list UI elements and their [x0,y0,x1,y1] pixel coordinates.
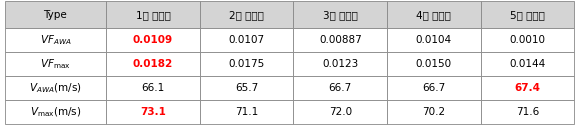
Text: $V_{AWA}$(m/s): $V_{AWA}$(m/s) [29,81,82,95]
Text: 0.0175: 0.0175 [229,59,265,69]
Text: 0.0107: 0.0107 [229,35,265,45]
Text: 0.0144: 0.0144 [510,59,545,69]
Text: 5번 케이스: 5번 케이스 [510,10,545,20]
Text: 70.2: 70.2 [422,107,445,117]
Text: 72.0: 72.0 [329,107,352,117]
Text: 66.7: 66.7 [329,83,352,93]
Bar [5,76,106,100]
Bar [106,28,200,52]
Bar [387,76,481,100]
Text: 0.0010: 0.0010 [510,35,545,45]
Bar [387,52,481,76]
Bar [294,52,387,76]
Text: 66.1: 66.1 [141,83,164,93]
Text: 0.0123: 0.0123 [322,59,358,69]
Text: $V_{\mathrm{max}}$(m/s): $V_{\mathrm{max}}$(m/s) [30,105,81,119]
Text: 71.1: 71.1 [235,107,258,117]
Text: 0.0182: 0.0182 [133,59,173,69]
Bar [200,28,294,52]
Bar [106,1,200,28]
Bar [294,76,387,100]
Bar [294,100,387,124]
Text: $VF_{AWA}$: $VF_{AWA}$ [39,33,71,47]
Text: 0.0104: 0.0104 [416,35,452,45]
Bar [106,76,200,100]
Bar [106,100,200,124]
Bar [387,28,481,52]
Text: 0.0109: 0.0109 [133,35,173,45]
Text: 65.7: 65.7 [235,83,258,93]
Text: 4번 케이스: 4번 케이스 [416,10,452,20]
Text: 73.1: 73.1 [140,107,166,117]
Text: 3번 케이스: 3번 케이스 [323,10,358,20]
Bar [5,100,106,124]
Bar [5,28,106,52]
Text: 0.00887: 0.00887 [319,35,362,45]
Bar [481,1,574,28]
Bar [200,76,294,100]
Text: 0.0150: 0.0150 [416,59,452,69]
Text: 2번 케이스: 2번 케이스 [229,10,264,20]
Bar [5,52,106,76]
Text: $VF_{\mathrm{max}}$: $VF_{\mathrm{max}}$ [40,57,71,71]
Bar [387,1,481,28]
Bar [200,52,294,76]
Bar [387,100,481,124]
Bar [481,28,574,52]
Bar [481,76,574,100]
Bar [481,100,574,124]
Text: Type: Type [43,10,67,20]
Bar [294,1,387,28]
Bar [294,28,387,52]
Bar [5,1,106,28]
Text: 66.7: 66.7 [422,83,445,93]
Text: 1번 케이스: 1번 케이스 [135,10,170,20]
Bar [106,52,200,76]
Bar [481,52,574,76]
Bar [200,1,294,28]
Text: 71.6: 71.6 [516,107,539,117]
Bar [200,100,294,124]
Text: 67.4: 67.4 [515,83,541,93]
